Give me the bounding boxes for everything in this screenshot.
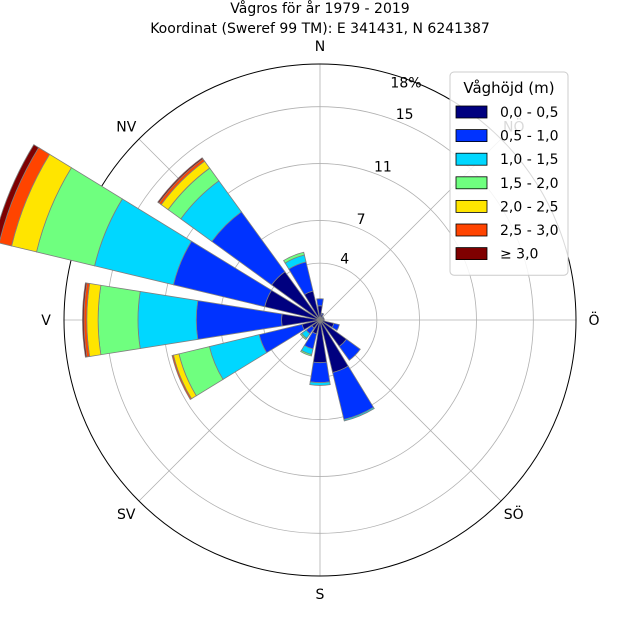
rose-bar-segment — [309, 361, 331, 383]
rose-bars — [0, 144, 375, 422]
legend-label: 1,5 - 2,0 — [500, 176, 558, 192]
legend-box — [449, 71, 569, 276]
rose-bar-segment — [300, 349, 313, 357]
chart-title-line1: Vågros för år 1979 - 2019 — [230, 0, 409, 17]
rose-bar-segment — [97, 284, 141, 356]
legend-label: 0,5 - 1,0 — [500, 129, 558, 145]
rose-bar-segment — [137, 291, 199, 349]
radial-tick-labels: 4 7 11 15 18% — [340, 75, 421, 267]
direction-label: N — [315, 39, 325, 55]
legend-label: 0,0 - 0,5 — [500, 105, 558, 121]
legend-label: 1,0 - 1,5 — [500, 152, 558, 168]
radial-tick-label: 4 — [340, 251, 349, 267]
legend-swatch — [455, 105, 488, 119]
legend-swatch — [455, 247, 488, 261]
legend-label: 2,0 - 2,5 — [500, 199, 558, 215]
chart-title-line2: Koordinat (Sweref 99 TM): E 341431, N 62… — [150, 21, 490, 37]
rose-bar-segment — [316, 298, 324, 307]
direction-label: Ö — [588, 311, 599, 329]
rose-bar-segment — [157, 157, 204, 204]
plot-outline — [63, 63, 577, 577]
legend-swatch — [455, 129, 488, 143]
rose-bar-segment — [343, 406, 375, 422]
legend-swatch — [455, 223, 488, 237]
rose-bar-segment — [82, 282, 88, 358]
rose-bar-segment — [309, 381, 331, 386]
direction-label: V — [41, 313, 51, 329]
rose-bar-segment — [171, 354, 193, 401]
radial-tick-label: 15 — [396, 107, 414, 123]
legend-swatch — [455, 152, 488, 166]
legend-label: ≥ 3,0 — [500, 247, 538, 263]
radial-max-label: 18% — [390, 75, 421, 91]
direction-label: SÖ — [504, 505, 524, 523]
rose-bar-segment — [283, 251, 305, 264]
grid-spoke — [138, 319, 321, 502]
legend: Våghöjd (m) 0,0 - 0,5 0,5 - 1,0 1,0 - 1,5 1,… — [449, 71, 569, 276]
legend-label: 2,5 - 3,0 — [500, 223, 558, 239]
rose-bar-segment — [320, 312, 325, 316]
direction-label: NV — [116, 119, 136, 135]
legend-swatch — [455, 199, 488, 213]
direction-label: S — [316, 587, 325, 603]
legend-swatch — [455, 176, 488, 190]
direction-label: SV — [117, 507, 136, 523]
radial-tick-label: 7 — [357, 212, 366, 228]
legend-title: Våghöjd (m) — [463, 79, 554, 97]
rose-bar-segment — [0, 144, 40, 242]
rose-bar-segment — [299, 332, 308, 341]
rose-bar-segment — [338, 338, 361, 361]
direction-labels: NNÖÖSÖSSVVNV — [41, 39, 599, 603]
radial-tick-label: 11 — [374, 159, 392, 175]
rose-bar-segment — [331, 322, 340, 331]
